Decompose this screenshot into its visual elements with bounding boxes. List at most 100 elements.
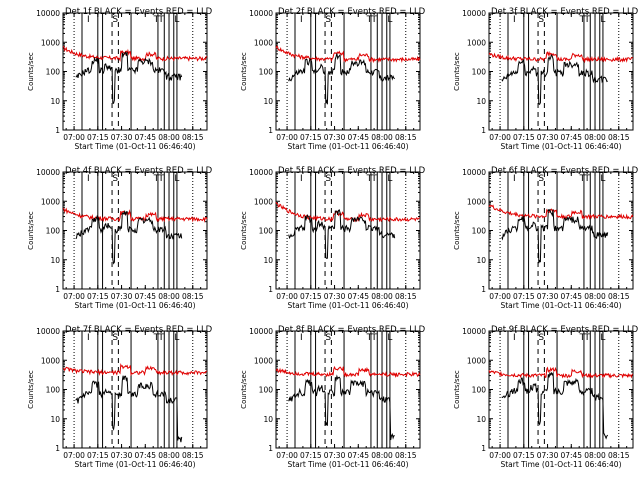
events-series-line (501, 371, 609, 440)
y-tick-label: 10000 (36, 168, 60, 177)
panel-title: Det 1f BLACK = Events RED = LLD (65, 7, 213, 17)
marker-letter: L (174, 333, 179, 343)
y-tick-label: 10 (476, 415, 486, 424)
y-tick-label: 1000 (467, 356, 486, 365)
x-tick-label: 08:15 (395, 292, 417, 301)
x-tick-label: 08:00 (371, 451, 393, 460)
y-tick-label: 1000 (254, 197, 273, 206)
marker-letter: S (325, 15, 331, 25)
x-tick-label: 07:15 (513, 451, 535, 460)
x-tick-label: 07:30 (324, 292, 346, 301)
panel-3: Det 3f BLACK = Events RED = LLD Counts/se… (453, 7, 639, 151)
y-tick-label: 100 (259, 386, 274, 395)
x-tick-label: 07:30 (111, 133, 133, 142)
marker-letter: L (387, 15, 392, 25)
events-series-line (501, 208, 609, 264)
marker-letter: T (370, 174, 377, 184)
panel-title: Det 5f BLACK = Events RED = LLD (278, 166, 426, 176)
x-tick-label: 07:15 (513, 133, 535, 142)
y-tick-label: 100 (46, 386, 61, 395)
x-tick-label: 07:30 (324, 451, 346, 460)
y-tick-label: 10000 (249, 327, 273, 336)
x-axis-label: Start Time (01-Oct-11 06:46:40) (74, 142, 195, 151)
y-tick-label: 10 (263, 415, 273, 424)
events-series-line (75, 375, 183, 443)
marker-letter: T (579, 333, 586, 343)
y-tick-label: 1 (481, 444, 486, 453)
x-tick-label: 07:15 (87, 451, 109, 460)
x-tick-label: 07:30 (324, 133, 346, 142)
x-tick-label: 07:00 (489, 292, 511, 301)
panel-title: Det 7f BLACK = Events RED = LLD (65, 325, 213, 335)
marker-letter: L (600, 174, 605, 184)
events-series-line (75, 210, 183, 265)
marker-letter: I (87, 174, 90, 184)
panel-5: Det 5f BLACK = Events RED = LLD Counts/se… (240, 166, 426, 310)
x-tick-label: 07:45 (347, 133, 369, 142)
y-tick-label: 10000 (462, 168, 486, 177)
events-series-line (288, 53, 396, 105)
x-tick-label: 07:45 (347, 451, 369, 460)
x-tick-label: 07:30 (111, 451, 133, 460)
marker-letter: T (153, 15, 160, 25)
marker-letter: L (387, 333, 392, 343)
x-axis-label: Start Time (01-Oct-11 06:46:40) (74, 460, 195, 469)
x-tick-label: 07:15 (87, 133, 109, 142)
marker-letter: T (579, 174, 586, 184)
y-tick-label: 10 (50, 256, 60, 265)
marker-letter: T (583, 15, 590, 25)
marker-letter: I (87, 333, 90, 343)
x-tick-label: 08:00 (158, 133, 180, 142)
x-tick-label: 07:45 (560, 451, 582, 460)
y-axis-label: Counts/sec (240, 52, 248, 91)
x-tick-label: 08:15 (395, 133, 417, 142)
marker-letter: S (112, 174, 118, 184)
y-tick-label: 1000 (254, 356, 273, 365)
panel-title: Det 3f BLACK = Events RED = LLD (491, 7, 639, 17)
lld-series-line (275, 201, 421, 223)
x-tick-label: 07:00 (63, 292, 85, 301)
marker-letter: T (370, 333, 377, 343)
panel-1: Det 1f BLACK = Events RED = LLD Counts/se… (27, 7, 213, 151)
marker-letter: T (153, 333, 160, 343)
marker-letter: L (174, 174, 179, 184)
panel-9: Det 9f BLACK = Events RED = LLD Counts/se… (453, 325, 639, 469)
marker-letter: L (174, 15, 179, 25)
marker-letter: T (157, 333, 164, 343)
x-tick-label: 07:00 (276, 451, 298, 460)
panel-8: Det 8f BLACK = Events RED = LLD Counts/se… (240, 325, 426, 469)
events-series-line (288, 209, 396, 259)
y-tick-label: 1000 (41, 356, 60, 365)
marker-letter: S (112, 333, 118, 343)
y-tick-label: 10000 (36, 9, 60, 18)
y-tick-label: 10 (50, 415, 60, 424)
y-tick-label: 100 (472, 227, 487, 236)
marker-letter: S (538, 174, 544, 184)
x-tick-label: 08:00 (584, 451, 606, 460)
y-tick-label: 1 (268, 126, 273, 135)
marker-letter: I (300, 333, 303, 343)
x-tick-label: 08:00 (158, 292, 180, 301)
x-tick-label: 08:15 (182, 292, 204, 301)
y-tick-label: 1 (481, 126, 486, 135)
y-tick-label: 1000 (41, 197, 60, 206)
x-axis-label: Start Time (01-Oct-11 06:46:40) (287, 301, 408, 310)
y-tick-label: 10000 (249, 9, 273, 18)
y-axis-label: Counts/sec (453, 370, 461, 409)
y-tick-label: 1000 (254, 38, 273, 47)
y-tick-label: 100 (259, 68, 274, 77)
x-tick-label: 07:00 (489, 133, 511, 142)
y-tick-label: 10 (50, 97, 60, 106)
plot-frame (62, 330, 208, 449)
panel-6: Det 6f BLACK = Events RED = LLD Counts/se… (453, 166, 639, 310)
y-tick-label: 1 (55, 444, 60, 453)
panel-2: Det 2f BLACK = Events RED = LLD Counts/se… (240, 7, 426, 151)
marker-letter: T (157, 174, 164, 184)
y-tick-label: 10 (476, 256, 486, 265)
y-tick-label: 100 (472, 386, 487, 395)
x-tick-label: 07:30 (537, 451, 559, 460)
x-tick-label: 07:00 (63, 451, 85, 460)
y-tick-label: 1 (268, 444, 273, 453)
marker-letter: S (538, 15, 544, 25)
